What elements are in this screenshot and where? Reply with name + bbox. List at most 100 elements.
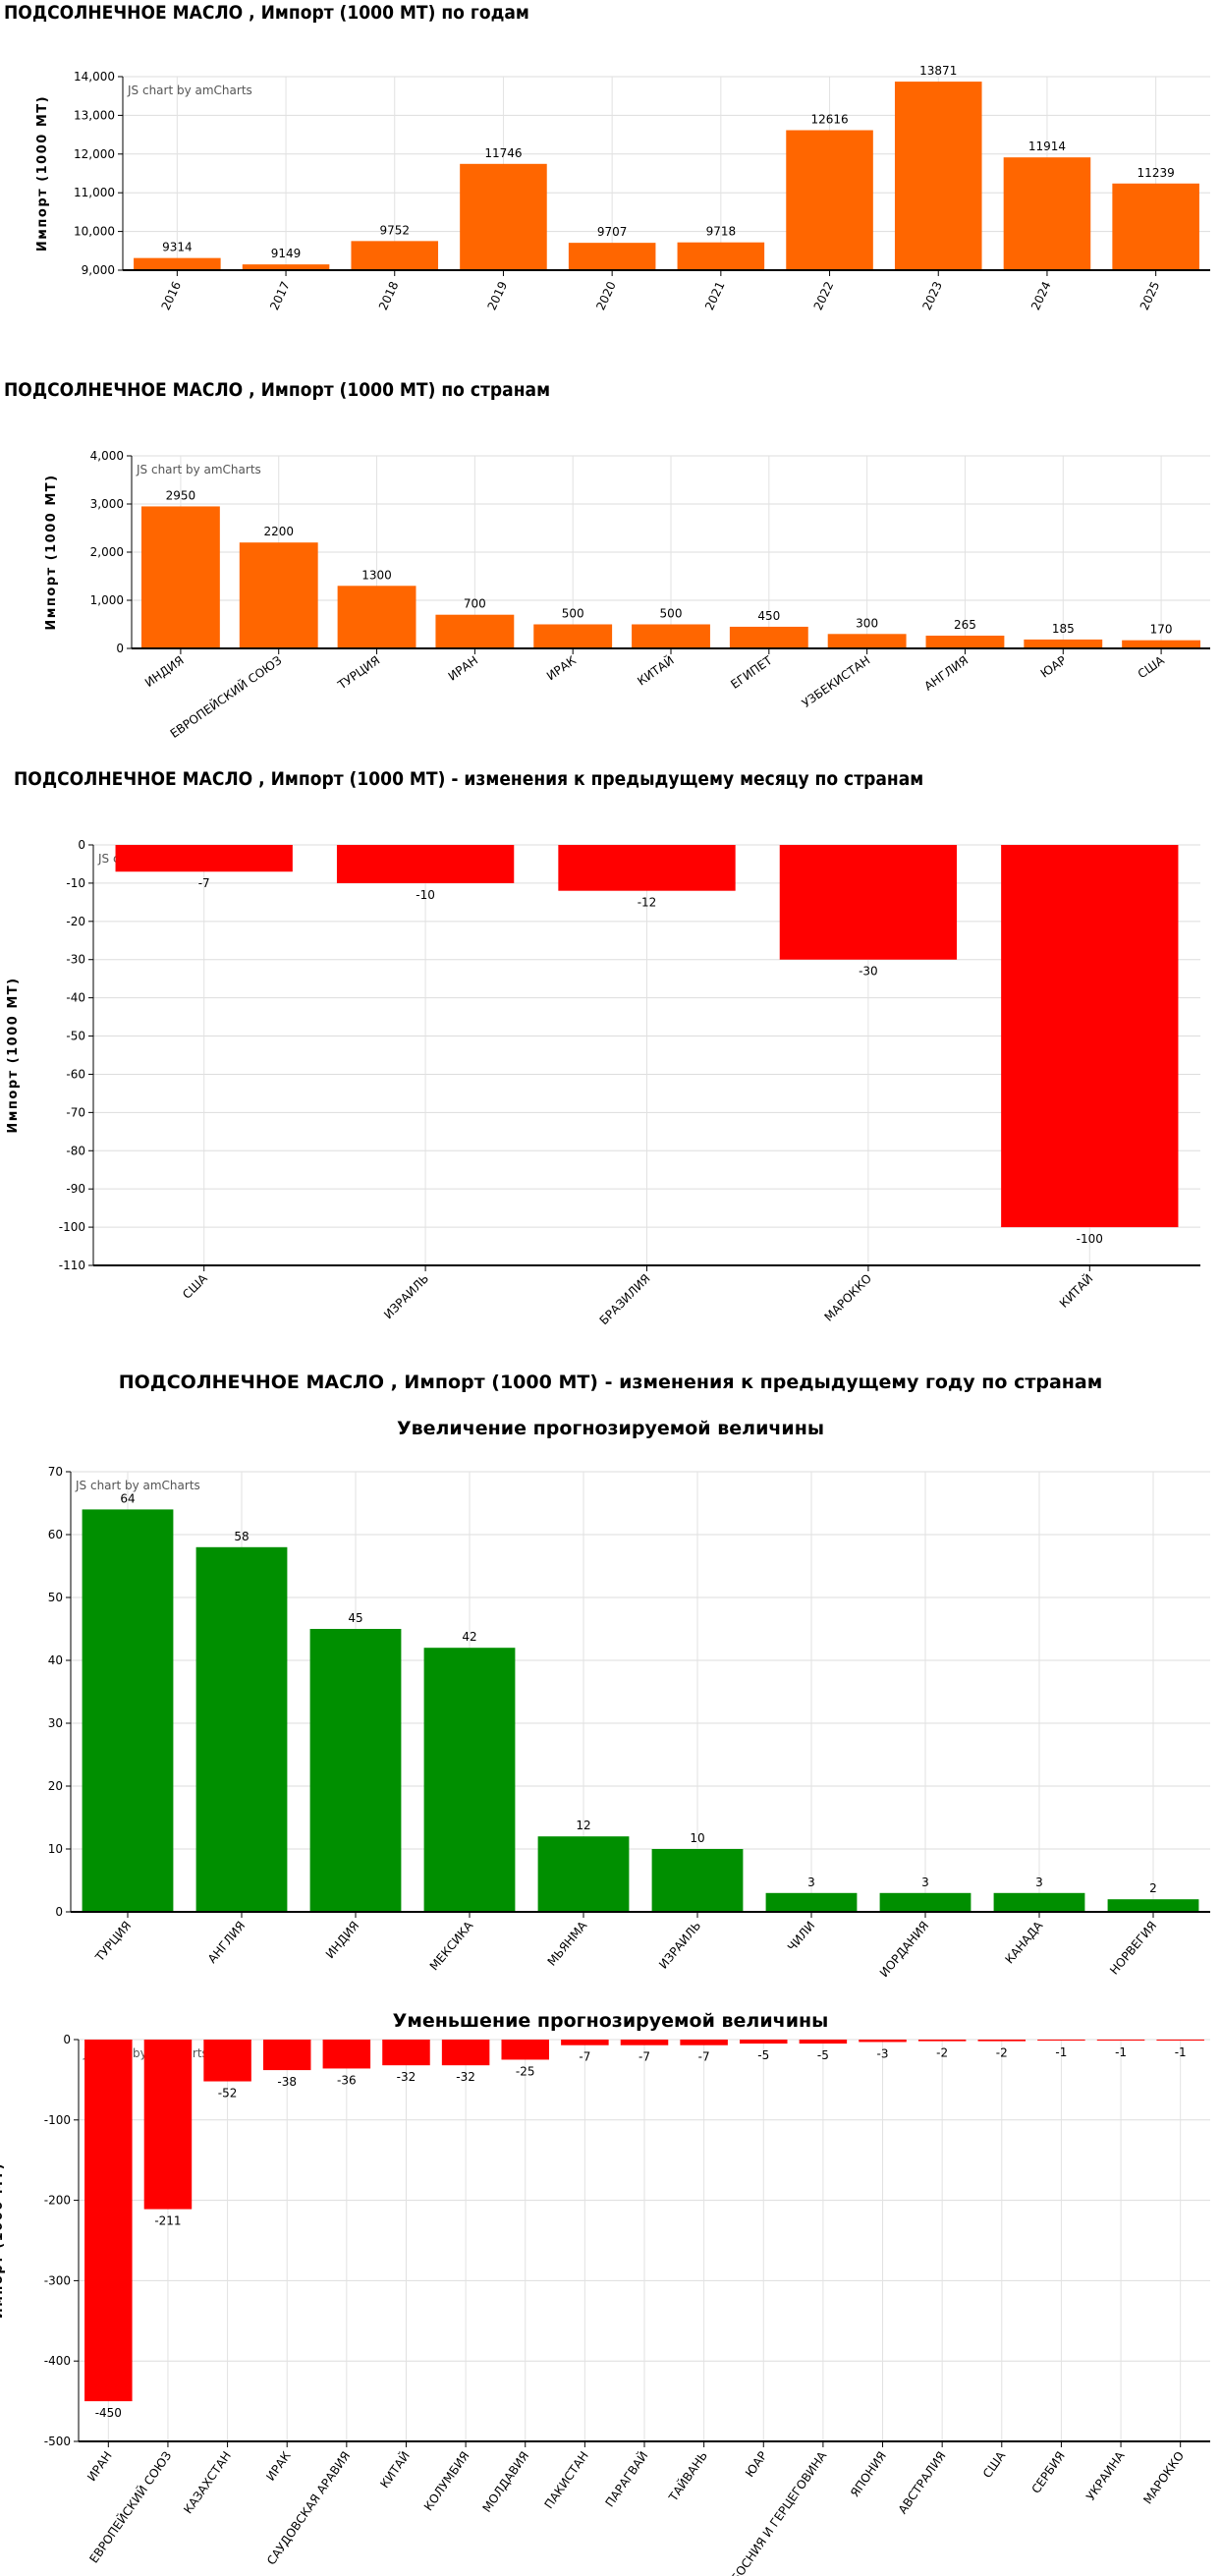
x-tick-label: ИНДИЯ (323, 1919, 361, 1961)
x-tick-label: США (180, 1271, 210, 1302)
y-tick-label: 2,000 (90, 545, 124, 559)
x-tick-label: ИРАК (544, 653, 579, 684)
y-tick-label: -80 (66, 1144, 85, 1157)
y-tick-label: -30 (66, 953, 85, 967)
bar-КОЛУМБИЯ (441, 2040, 490, 2066)
x-tick-label: УКРАИНА (1083, 2448, 1128, 2503)
y-tick-label: 20 (48, 1779, 63, 1793)
bar-ИЗРАИЛЬ (651, 1849, 744, 1912)
x-tick-label: ЕГИПЕТ (728, 653, 775, 692)
x-tick-label: 2023 (919, 279, 945, 312)
data-label: 500 (562, 607, 584, 621)
x-tick-label: 2016 (158, 279, 184, 312)
bar-НОРВЕГИЯ (1107, 1899, 1199, 1912)
bar-ИРАК (262, 2040, 311, 2071)
y-tick-label: 0 (78, 838, 85, 852)
data-label: -7 (638, 2050, 650, 2064)
y-tick-label: -200 (44, 2194, 71, 2208)
data-label: 9752 (379, 223, 410, 237)
x-tick-label: НОРВЕГИЯ (1107, 1919, 1159, 1978)
y-tick-label: 3,000 (90, 497, 124, 511)
data-label: -5 (817, 2048, 829, 2062)
x-tick-label: 2018 (376, 279, 402, 312)
x-tick-label: 2019 (485, 279, 511, 312)
bar-ТУРЦИЯ (82, 1509, 174, 1912)
x-tick-label: ИРАК (263, 2448, 294, 2483)
bar-КИТАЙ (1001, 845, 1179, 1228)
data-label: -1 (1055, 2045, 1067, 2059)
bar-АВСТРАЛИЯ (917, 2040, 967, 2042)
x-tick-label: БОСНИЯ И ГЕРЦЕГОВИНА (729, 2448, 830, 2576)
bar-КИТАЙ (632, 624, 710, 648)
data-label: -7 (698, 2050, 710, 2064)
x-tick-label: ТУРЦИЯ (92, 1919, 135, 1965)
bar-ИНДИЯ (140, 506, 220, 648)
data-label: 13871 (919, 64, 957, 78)
bar-2023 (894, 82, 982, 270)
chart-title-monthly-change: ПОДСОЛНЕЧНОЕ МАСЛО , Импорт (1000 МТ) - … (14, 768, 924, 790)
x-tick-label: СЕРБИЯ (1028, 2449, 1067, 2496)
y-tick-label: 12,000 (74, 147, 115, 161)
data-label: -38 (277, 2075, 297, 2089)
data-label: -2 (996, 2046, 1008, 2060)
x-tick-label: УЗБЕКИСТАН (800, 653, 873, 710)
bar-ЮАР (1024, 639, 1103, 648)
bar-КАЗАХСТАН (203, 2040, 251, 2082)
bar-США (1122, 640, 1201, 648)
x-tick-label: 2021 (702, 279, 728, 312)
data-label: 300 (856, 616, 878, 630)
data-label: 2 (1149, 1881, 1157, 1895)
x-tick-label: ТУРЦИЯ (335, 653, 383, 693)
x-tick-label: КИТАЙ (377, 2448, 413, 2491)
data-label: -7 (198, 876, 210, 890)
y-tick-label: -20 (66, 915, 85, 928)
bar-СЕРБИЯ (1037, 2040, 1085, 2041)
x-tick-label: 2025 (1138, 279, 1163, 312)
data-label: 9718 (706, 225, 737, 239)
bar-КИТАЙ (382, 2040, 430, 2066)
data-label: 450 (757, 609, 780, 623)
bar-ИНДИЯ (309, 1629, 402, 1912)
x-tick-label: КАНАДА (1002, 1918, 1045, 1966)
data-label: 1300 (361, 568, 392, 582)
x-tick-label: ЧИЛИ (785, 1919, 817, 1954)
data-label: -30 (859, 965, 878, 979)
bar-ИОРДАНИЯ (879, 1892, 971, 1912)
y-tick-label: 70 (48, 1465, 63, 1479)
bar-США (977, 2040, 1027, 2042)
x-tick-label: США (980, 2448, 1009, 2481)
bar-2017 (242, 264, 330, 270)
x-tick-label: 2024 (1028, 279, 1054, 312)
bar-БРАЗИЛИЯ (558, 845, 736, 891)
y-tick-label: -500 (44, 2435, 71, 2448)
amcharts-watermark: JS chart by amCharts (75, 1479, 200, 1492)
x-tick-label: 2020 (593, 279, 619, 312)
y-axis-label: Импорт (1000 МТ) (35, 95, 50, 252)
x-tick-label: БРАЗИЛИЯ (597, 1271, 653, 1327)
bar-БОСНИЯ И ГЕРЦЕГОВИНА (799, 2040, 848, 2044)
bar-ЮАР (740, 2040, 788, 2044)
y-tick-label: 9,000 (82, 263, 115, 277)
data-label: 3 (1035, 1876, 1043, 1889)
data-label: 12616 (810, 113, 848, 127)
data-label: 2950 (166, 488, 196, 502)
bar-ЕВРОПЕЙСКИЙ СОЮЗ (239, 542, 318, 648)
y-tick-label: -90 (66, 1182, 85, 1196)
y-tick-label: 13,000 (74, 108, 115, 122)
bar-ИРАК (533, 624, 613, 648)
bar-2018 (351, 241, 439, 270)
x-tick-label: 2017 (267, 279, 293, 312)
bar-МОЛДАВИЯ (501, 2040, 549, 2060)
y-tick-label: -100 (44, 2113, 71, 2127)
bar-chart-3: 010203040506070Импорт (1000 МТ)JS chart … (48, 1465, 1210, 1980)
y-tick-label: 40 (48, 1653, 63, 1667)
y-tick-label: 4,000 (90, 449, 124, 463)
data-label: 9149 (271, 247, 302, 260)
y-axis-label: Импорт (1000 МТ) (44, 474, 59, 630)
data-label: 170 (1150, 623, 1173, 637)
x-tick-label: КИТАЙ (1056, 1271, 1095, 1311)
bar-АНГЛИЯ (195, 1546, 288, 1912)
data-label: -1 (1115, 2045, 1127, 2059)
